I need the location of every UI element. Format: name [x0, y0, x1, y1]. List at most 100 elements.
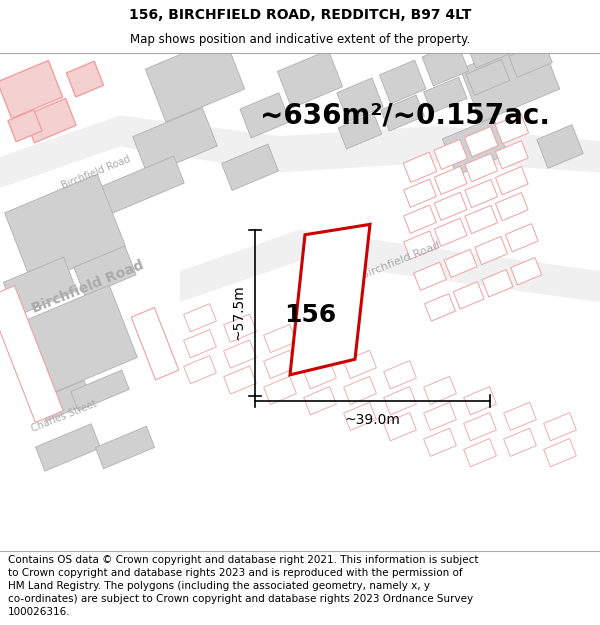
Polygon shape — [133, 107, 217, 175]
Polygon shape — [544, 412, 577, 441]
Polygon shape — [424, 402, 457, 431]
Polygon shape — [263, 351, 296, 379]
Text: ~636m²/~0.157ac.: ~636m²/~0.157ac. — [260, 101, 550, 129]
Polygon shape — [413, 262, 446, 291]
Polygon shape — [434, 139, 467, 169]
Polygon shape — [240, 92, 290, 138]
Polygon shape — [277, 50, 343, 108]
Polygon shape — [424, 428, 457, 456]
Polygon shape — [465, 179, 497, 208]
Polygon shape — [221, 144, 278, 191]
Text: Map shows position and indicative extent of the property.: Map shows position and indicative extent… — [130, 33, 470, 46]
Polygon shape — [383, 361, 416, 389]
Polygon shape — [184, 329, 217, 357]
Text: ~57.5m: ~57.5m — [231, 285, 245, 341]
Polygon shape — [544, 439, 577, 467]
Polygon shape — [5, 174, 125, 285]
Polygon shape — [24, 98, 76, 142]
Polygon shape — [464, 387, 496, 415]
Polygon shape — [0, 61, 62, 118]
Polygon shape — [460, 36, 560, 122]
Polygon shape — [464, 412, 496, 441]
Text: 156, BIRCHFIELD ROAD, REDDITCH, B97 4LT: 156, BIRCHFIELD ROAD, REDDITCH, B97 4LT — [129, 8, 471, 22]
Polygon shape — [338, 113, 382, 149]
Polygon shape — [465, 24, 511, 68]
Polygon shape — [86, 156, 184, 220]
Polygon shape — [344, 351, 376, 379]
Polygon shape — [383, 412, 416, 441]
Polygon shape — [2, 285, 137, 402]
Polygon shape — [495, 114, 529, 144]
Polygon shape — [304, 387, 337, 415]
Polygon shape — [263, 324, 296, 352]
Polygon shape — [404, 205, 436, 233]
Polygon shape — [444, 249, 477, 278]
Polygon shape — [475, 236, 508, 265]
Polygon shape — [131, 308, 179, 380]
Text: 156: 156 — [284, 302, 336, 327]
Text: Charles Street: Charles Street — [30, 399, 98, 434]
Polygon shape — [4, 257, 77, 316]
Polygon shape — [511, 258, 542, 285]
Polygon shape — [464, 126, 498, 157]
Polygon shape — [344, 376, 376, 404]
Polygon shape — [304, 335, 337, 363]
Polygon shape — [71, 370, 129, 411]
Polygon shape — [482, 269, 513, 297]
Polygon shape — [464, 439, 496, 467]
Polygon shape — [344, 402, 376, 431]
Polygon shape — [263, 376, 296, 404]
Polygon shape — [424, 78, 467, 113]
Polygon shape — [424, 376, 457, 404]
Polygon shape — [465, 206, 497, 234]
Polygon shape — [379, 60, 426, 104]
Polygon shape — [434, 192, 467, 221]
Polygon shape — [496, 192, 528, 221]
Polygon shape — [404, 179, 436, 208]
Polygon shape — [454, 282, 484, 309]
Polygon shape — [508, 6, 554, 50]
Polygon shape — [74, 246, 136, 296]
Polygon shape — [422, 42, 469, 86]
Polygon shape — [403, 152, 437, 182]
Polygon shape — [224, 366, 256, 394]
Text: Birchfield Road: Birchfield Road — [60, 154, 132, 191]
Polygon shape — [184, 356, 217, 384]
Polygon shape — [180, 229, 600, 302]
Polygon shape — [465, 154, 497, 182]
Polygon shape — [224, 314, 256, 342]
Polygon shape — [38, 381, 92, 421]
Text: Birchfield Road: Birchfield Road — [30, 258, 146, 316]
Polygon shape — [95, 426, 155, 469]
Polygon shape — [290, 224, 370, 375]
Polygon shape — [503, 428, 536, 456]
Text: Contains OS data © Crown copyright and database right 2021. This information is : Contains OS data © Crown copyright and d… — [8, 555, 479, 565]
Polygon shape — [496, 167, 528, 195]
Polygon shape — [466, 59, 509, 95]
Text: co-ordinates) are subject to Crown copyright and database rights 2023 Ordnance S: co-ordinates) are subject to Crown copyr… — [8, 594, 473, 604]
Polygon shape — [496, 141, 528, 169]
Polygon shape — [434, 166, 467, 194]
Polygon shape — [337, 78, 383, 122]
Polygon shape — [404, 231, 436, 259]
Text: HM Land Registry. The polygons (including the associated geometry, namely x, y: HM Land Registry. The polygons (includin… — [8, 581, 430, 591]
Polygon shape — [425, 294, 455, 321]
Polygon shape — [442, 118, 508, 176]
Polygon shape — [184, 304, 217, 332]
Polygon shape — [67, 61, 104, 97]
Polygon shape — [145, 36, 245, 122]
Polygon shape — [304, 361, 337, 389]
Polygon shape — [383, 387, 416, 415]
Text: Birchfield Road: Birchfield Road — [360, 240, 442, 281]
Text: ~39.0m: ~39.0m — [344, 413, 400, 428]
Polygon shape — [509, 41, 553, 78]
Polygon shape — [537, 125, 583, 168]
Polygon shape — [8, 110, 42, 142]
Polygon shape — [503, 402, 536, 431]
Text: 100026316.: 100026316. — [8, 606, 71, 616]
Text: to Crown copyright and database rights 2023 and is reproduced with the permissio: to Crown copyright and database rights 2… — [8, 568, 463, 578]
Polygon shape — [224, 340, 256, 368]
Polygon shape — [434, 218, 467, 246]
Polygon shape — [0, 116, 600, 188]
Polygon shape — [35, 424, 100, 471]
